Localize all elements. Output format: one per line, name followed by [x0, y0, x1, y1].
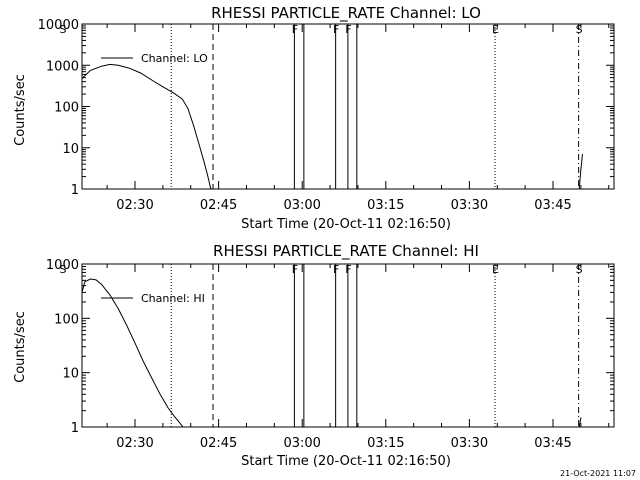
y-tick-label: 1: [71, 183, 79, 198]
chart-title: RHESSI PARTICLE_RATE Channel: HI: [213, 242, 479, 261]
legend-label: Channel: LO: [141, 52, 208, 65]
x-tick-label: 03:45: [534, 198, 571, 213]
x-tick-label: 03:15: [367, 436, 404, 451]
y-tick-label: 10: [62, 367, 79, 382]
event-marker-label: F: [333, 263, 339, 276]
y-tick-label: 100: [54, 312, 79, 327]
x-tick-label: 03:30: [451, 198, 488, 213]
event-marker-label: F: [292, 23, 298, 36]
x-tick-label: 03:00: [283, 436, 320, 451]
event-marker-label: F: [345, 23, 351, 36]
y-axis-label: Counts/sec: [13, 74, 28, 146]
x-tick-label: 03:00: [283, 198, 320, 213]
event-marker-label: S: [60, 23, 67, 36]
series-line: [578, 154, 583, 190]
event-marker-label: S: [576, 263, 583, 276]
event-marker-label: S: [60, 263, 67, 276]
x-tick-label: 03:45: [534, 436, 571, 451]
event-marker-label: S: [576, 23, 583, 36]
chart-panel-lo: RHESSI PARTICLE_RATE Channel: LO Counts/…: [13, 4, 615, 232]
y-axis-label: Counts/sec: [13, 311, 28, 383]
x-tick-label: 03:15: [367, 198, 404, 213]
x-axis-label: Start Time (20-Oct-11 02:16:50): [241, 217, 451, 232]
event-marker-label: E: [492, 263, 499, 276]
y-tick-label: 100: [54, 101, 79, 116]
x-tick-label: 02:30: [116, 436, 153, 451]
event-marker-label: E: [492, 23, 499, 36]
event-marker-label: F: [345, 263, 351, 276]
legend-label: Channel: HI: [141, 292, 205, 305]
panel-marks: 1 10 100 1000 02:30 02:45 03:00 03:15 03:30 03:45…: [46, 258, 614, 451]
x-tick-label: 02:45: [200, 436, 237, 451]
x-axis-label: Start Time (20-Oct-11 02:16:50): [241, 454, 451, 469]
y-tick-label: 10000: [38, 18, 79, 33]
y-tick-label: 1000: [46, 258, 79, 273]
x-tick-label: 02:45: [200, 198, 237, 213]
event-marker-label: F: [333, 23, 339, 36]
series-line: [81, 278, 184, 428]
chart-panel-hi: RHESSI PARTICLE_RATE Channel: HI Counts/…: [13, 242, 615, 469]
x-tick-label: 03:30: [451, 436, 488, 451]
panel-marks: 1 10 100 1000 10000 02:30 02:45 03:00 03:15 03:30…: [38, 18, 614, 213]
y-tick-label: 10: [62, 142, 79, 157]
timestamp: 21-Oct-2021 11:07: [560, 469, 636, 478]
y-tick-label: 1000: [46, 59, 79, 74]
series-line: [81, 63, 212, 190]
y-tick-label: 1: [71, 421, 79, 436]
chart-title: RHESSI PARTICLE_RATE Channel: LO: [211, 4, 481, 23]
series-line: [578, 417, 582, 428]
event-marker-label: F: [292, 263, 298, 276]
x-tick-label: 02:30: [116, 198, 153, 213]
